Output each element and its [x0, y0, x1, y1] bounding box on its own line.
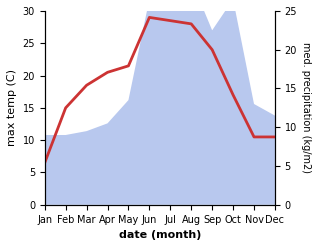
- Y-axis label: max temp (C): max temp (C): [7, 69, 17, 146]
- X-axis label: date (month): date (month): [119, 230, 201, 240]
- Y-axis label: med. precipitation (kg/m2): med. precipitation (kg/m2): [301, 42, 311, 173]
